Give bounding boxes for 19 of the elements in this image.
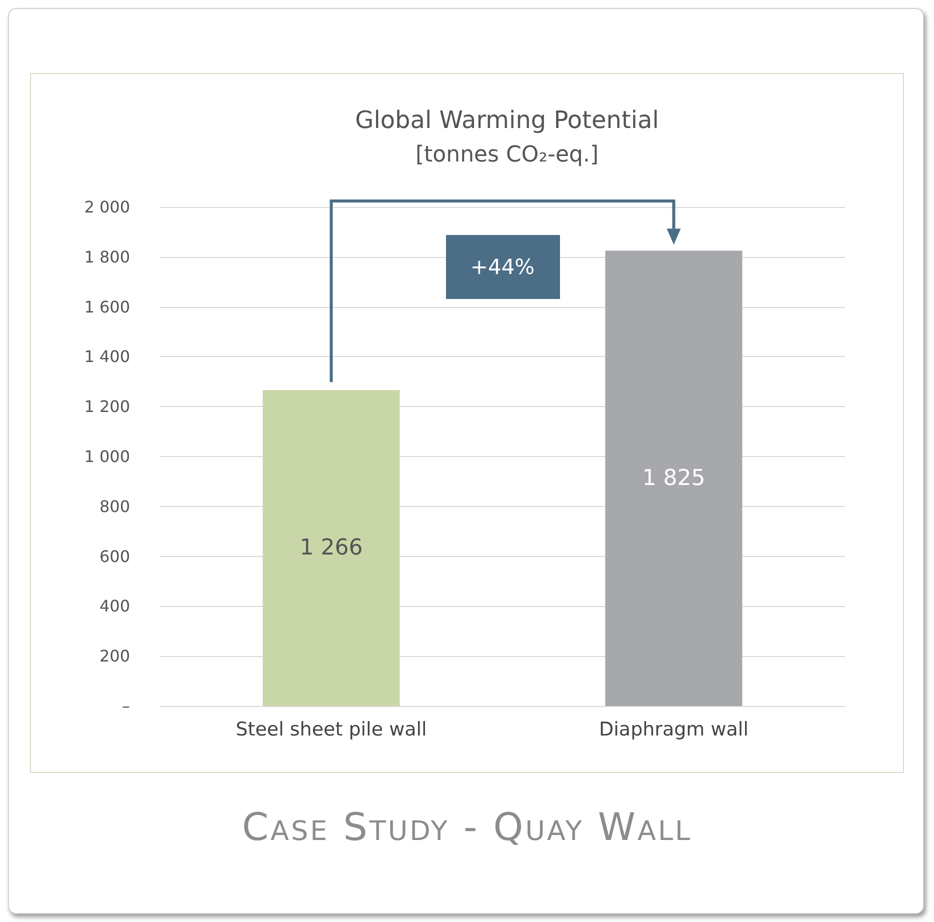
y-tick-label: 600 [99, 546, 130, 566]
x-tick-label: Steel sheet pile wall [236, 718, 427, 740]
annotation: +44% [446, 235, 560, 299]
y-tick-label: 1 400 [84, 347, 130, 366]
text: Case Study - Quay Wall [240, 805, 694, 849]
y-tick-label: 1 000 [84, 447, 130, 466]
y-tick-label: – [122, 696, 130, 716]
y-tick-label: 1 200 [84, 397, 130, 416]
data-label: 1 825 [642, 466, 706, 491]
y-tick-label: 1 600 [84, 297, 130, 316]
y-tick-label: 1 800 [84, 247, 130, 266]
y-tick-label: 800 [99, 496, 130, 516]
chart-title: Global Warming Potential [355, 106, 659, 134]
chart-subtitle: [tonnes CO₂-eq.] [415, 142, 599, 168]
data-label: 1 266 [300, 536, 363, 561]
y-tick-label: 200 [99, 646, 130, 666]
x-tick-label: Diaphragm wall [599, 718, 748, 740]
y-tick-label: 400 [99, 596, 130, 616]
y-tick-label: 2 000 [84, 198, 130, 216]
